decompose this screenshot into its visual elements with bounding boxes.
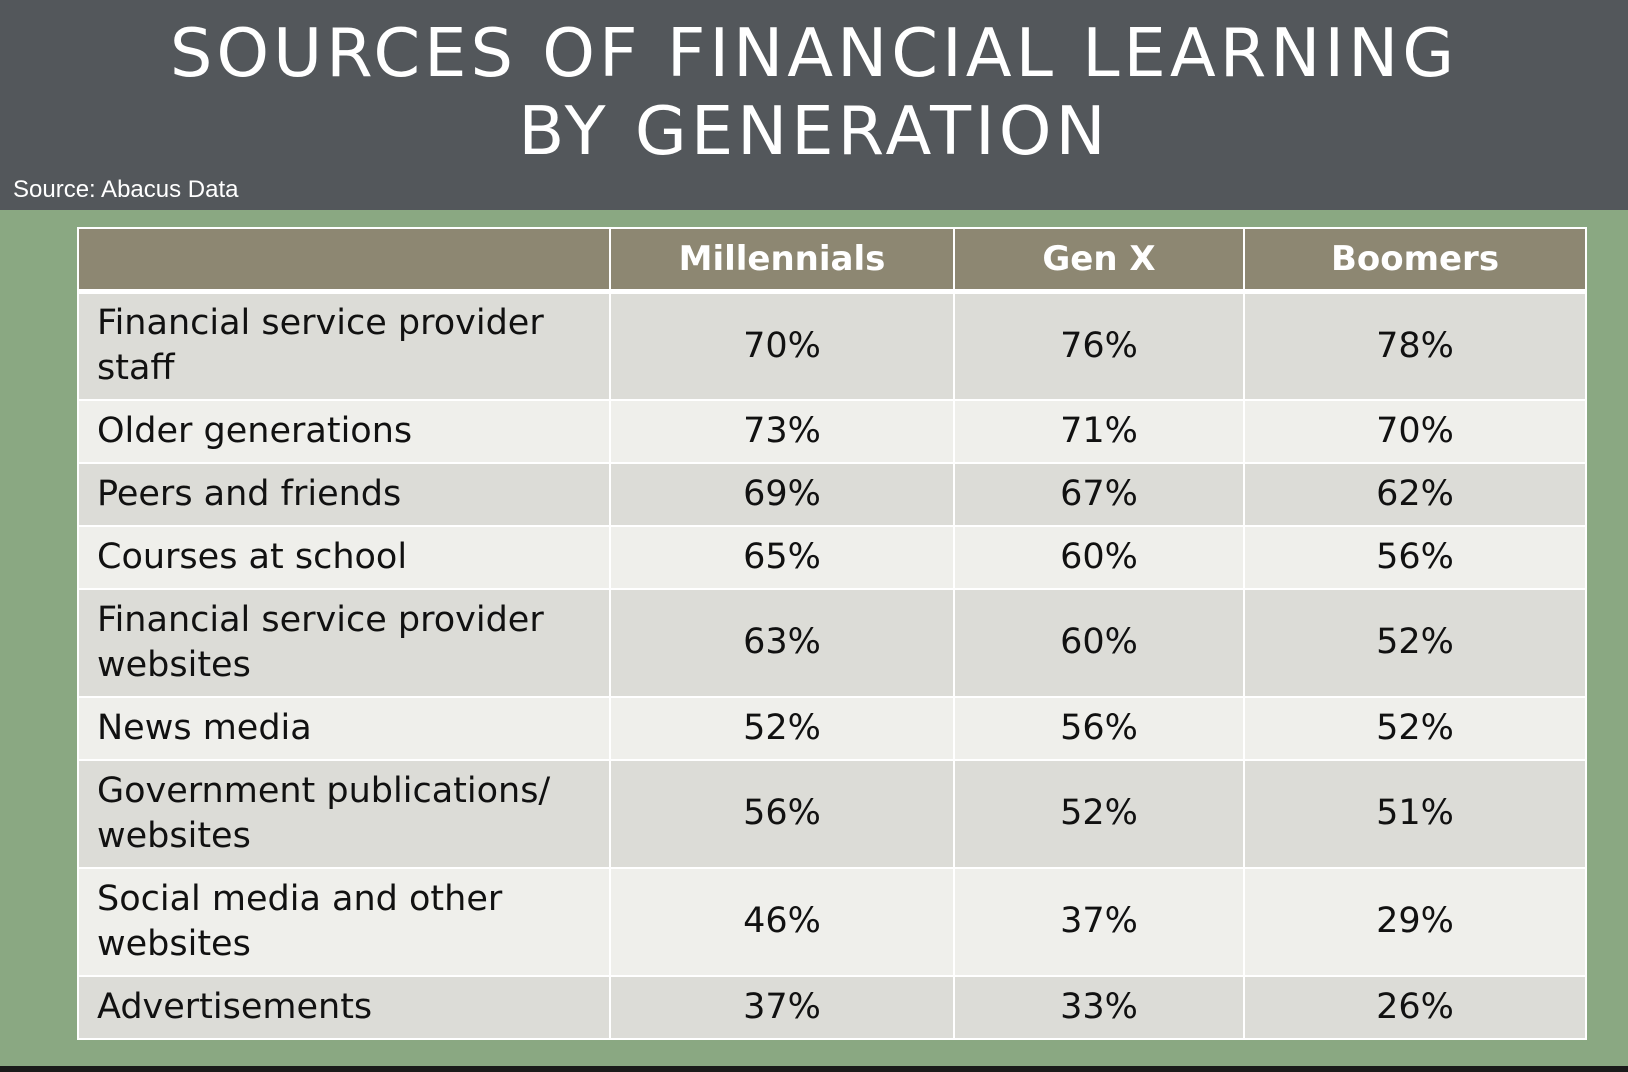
cell-gen-x: 56% bbox=[953, 695, 1245, 761]
column-header-label bbox=[77, 227, 611, 294]
cell-gen-x: 60% bbox=[953, 524, 1245, 590]
cell-boomers: 29% bbox=[1243, 866, 1587, 977]
cell-millennials: 69% bbox=[609, 461, 955, 527]
cell-gen-x: 37% bbox=[953, 866, 1245, 977]
chart-title: SOURCES OF FINANCIAL LEARNING BY GENERAT… bbox=[0, 14, 1628, 170]
cell-millennials: 46% bbox=[609, 866, 955, 977]
column-header-gen-x: Gen X bbox=[953, 227, 1245, 294]
row-label: Peers and friends bbox=[77, 461, 611, 527]
column-header-millennials: Millennials bbox=[609, 227, 955, 294]
cell-gen-x: 52% bbox=[953, 758, 1245, 869]
cell-gen-x: 76% bbox=[953, 290, 1245, 401]
row-label: Financial service provider staff bbox=[77, 290, 611, 401]
table-header-row: Millennials Gen X Boomers bbox=[77, 227, 1587, 294]
cell-boomers: 78% bbox=[1243, 290, 1587, 401]
table-row: Courses at school 65% 60% 56% bbox=[77, 524, 1587, 590]
cell-millennials: 56% bbox=[609, 758, 955, 869]
cell-boomers: 52% bbox=[1243, 695, 1587, 761]
data-table: Millennials Gen X Boomers Financial serv… bbox=[77, 227, 1587, 1040]
cell-boomers: 56% bbox=[1243, 524, 1587, 590]
cell-millennials: 73% bbox=[609, 398, 955, 464]
table-body: Financial service provider staff 70% 76% 78… bbox=[77, 290, 1587, 1040]
row-label: Courses at school bbox=[77, 524, 611, 590]
table-row: Peers and friends 69% 67% 62% bbox=[77, 461, 1587, 527]
title-line-1: SOURCES OF FINANCIAL LEARNING bbox=[169, 14, 1459, 92]
cell-boomers: 51% bbox=[1243, 758, 1587, 869]
cell-millennials: 65% bbox=[609, 524, 955, 590]
cell-millennials: 70% bbox=[609, 290, 955, 401]
column-header-boomers: Boomers bbox=[1243, 227, 1587, 294]
cell-gen-x: 33% bbox=[953, 974, 1245, 1040]
table-row: Financial service provider websites 63% 60… bbox=[77, 587, 1587, 698]
row-label: Older generations bbox=[77, 398, 611, 464]
table-row: News media 52% 56% 52% bbox=[77, 695, 1587, 761]
cell-boomers: 26% bbox=[1243, 974, 1587, 1040]
cell-gen-x: 71% bbox=[953, 398, 1245, 464]
table-row: Financial service provider staff 70% 76% 78… bbox=[77, 290, 1587, 401]
cell-boomers: 70% bbox=[1243, 398, 1587, 464]
row-label: Advertisements bbox=[77, 974, 611, 1040]
table-row: Older generations 73% 71% 70% bbox=[77, 398, 1587, 464]
cell-boomers: 62% bbox=[1243, 461, 1587, 527]
row-label: News media bbox=[77, 695, 611, 761]
table-row: Advertisements 37% 33% 26% bbox=[77, 974, 1587, 1040]
title-line-2: BY GENERATION bbox=[518, 92, 1110, 170]
row-label: Government publications/ websites bbox=[77, 758, 611, 869]
row-label: Financial service provider websites bbox=[77, 587, 611, 698]
cell-millennials: 63% bbox=[609, 587, 955, 698]
table-row: Social media and other websites 46% 37% 29% bbox=[77, 866, 1587, 977]
bottom-divider bbox=[0, 1066, 1628, 1072]
cell-millennials: 37% bbox=[609, 974, 955, 1040]
row-label: Social media and other websites bbox=[77, 866, 611, 977]
table-row: Government publications/ websites 56% 52% 5… bbox=[77, 758, 1587, 869]
cell-boomers: 52% bbox=[1243, 587, 1587, 698]
title-banner: SOURCES OF FINANCIAL LEARNING BY GENERAT… bbox=[0, 0, 1628, 210]
source-note: Source: Abacus Data bbox=[13, 176, 239, 203]
cell-gen-x: 67% bbox=[953, 461, 1245, 527]
cell-gen-x: 60% bbox=[953, 587, 1245, 698]
cell-millennials: 52% bbox=[609, 695, 955, 761]
